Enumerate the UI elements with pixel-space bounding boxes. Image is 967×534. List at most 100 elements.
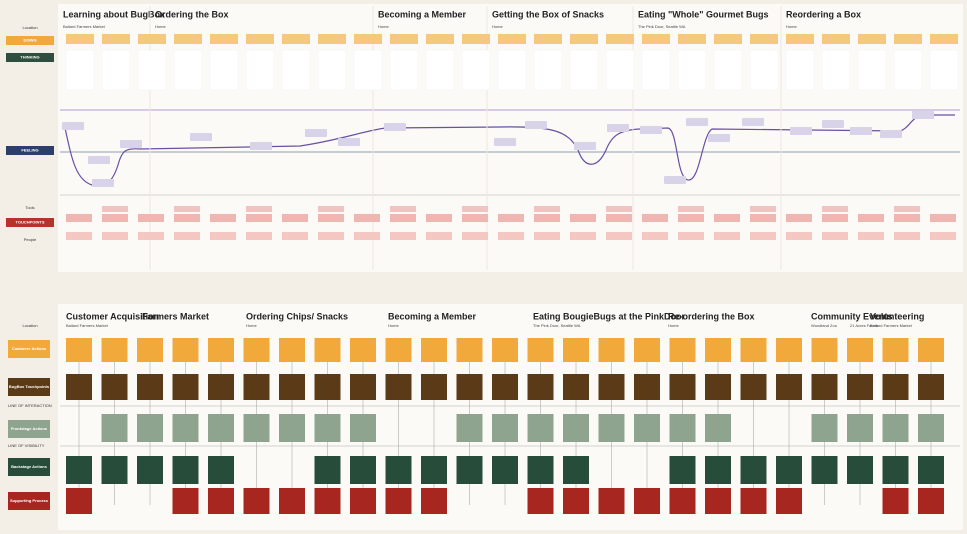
blueprint-card — [137, 374, 163, 400]
thinking-note — [281, 49, 311, 91]
thinking-note — [569, 49, 599, 91]
touchpoint-note — [102, 214, 128, 222]
label-chip — [8, 420, 50, 438]
blueprint-card — [350, 338, 376, 362]
blueprint-card — [527, 456, 554, 484]
blueprint-card — [101, 456, 128, 484]
touchpoint-note — [570, 214, 596, 222]
people-note — [102, 232, 128, 240]
blueprint-card — [208, 414, 234, 442]
blueprint-card — [563, 338, 589, 362]
blueprint-card — [598, 374, 625, 400]
label-chip — [8, 492, 50, 510]
blueprint-card — [527, 374, 554, 400]
touchpoint-note — [318, 214, 344, 222]
people-note — [174, 232, 200, 240]
blueprint-card — [279, 374, 305, 400]
blueprint-card — [279, 338, 305, 362]
thinking-note — [821, 49, 851, 91]
feeling-note — [708, 134, 730, 142]
blueprint-card — [882, 456, 909, 484]
blueprint-card — [66, 456, 92, 484]
stage-title: Becoming a Member — [378, 9, 467, 19]
blueprint-card — [705, 488, 731, 514]
blueprint-card — [527, 414, 554, 442]
blueprint-card — [918, 488, 944, 514]
thinking-note — [461, 49, 491, 91]
stage-location: The Pink Door, Seattle WA — [533, 323, 581, 328]
blueprint-card — [350, 374, 376, 400]
blueprint-card — [776, 374, 802, 400]
blueprint-card — [172, 414, 199, 442]
blueprint-card — [527, 488, 554, 514]
stage-title: Re-ordering the Box — [668, 311, 755, 321]
stage-title: Farmers Market — [142, 311, 209, 321]
feeling-note — [62, 122, 84, 130]
blueprint-card — [847, 338, 873, 362]
stage-title: Eating BougieBugs at the PinkDoor — [533, 311, 686, 321]
doing-note — [246, 34, 274, 44]
doing-note — [714, 34, 742, 44]
blueprint-card — [776, 456, 802, 484]
stage-location: The Pink Door, Seattle WA — [638, 24, 686, 29]
touchpoint-note — [606, 214, 632, 222]
blueprint-card — [137, 338, 163, 362]
blueprint-card — [208, 488, 234, 514]
doing-note — [138, 34, 166, 44]
doing-note — [354, 34, 382, 44]
tool-note — [750, 206, 776, 212]
touchpoint-note — [822, 214, 848, 222]
people-note — [642, 232, 668, 240]
row-label: Location — [22, 323, 37, 328]
stage-location: Home — [492, 24, 503, 29]
blueprint-card — [563, 374, 589, 400]
thinking-note — [101, 49, 131, 91]
people-note — [894, 232, 920, 240]
feeling-note — [574, 142, 596, 150]
touchpoint-note — [714, 214, 740, 222]
stage-title: Reordering a Box — [786, 9, 861, 19]
feeling-note — [686, 118, 708, 126]
blueprint-card — [563, 488, 589, 514]
row-label: Customer Actions — [12, 346, 47, 351]
feeling-note — [384, 123, 406, 131]
blueprint-card — [740, 338, 767, 362]
people-note — [390, 232, 416, 240]
touchpoint-note — [66, 214, 92, 222]
touchpoint-note — [282, 214, 308, 222]
tool-note — [462, 206, 488, 212]
blueprint-card — [882, 374, 909, 400]
feeling-note — [88, 156, 110, 164]
blueprint-card — [101, 338, 128, 362]
people-note — [858, 232, 884, 240]
blueprint-card — [669, 488, 696, 514]
touchpoint-note — [786, 214, 812, 222]
blueprint-card — [918, 338, 944, 362]
thinking-note — [497, 49, 527, 91]
feeling-note — [190, 133, 212, 141]
blueprint-card — [563, 414, 589, 442]
stage-location: Home — [155, 24, 166, 29]
stage-title: Ordering Chips/ Snacks — [246, 311, 348, 321]
people-note — [570, 232, 596, 240]
blueprint-card — [492, 338, 518, 362]
touchpoint-note — [174, 214, 200, 222]
stage-title: Ordering the Box — [155, 9, 229, 19]
feeling-note — [742, 118, 764, 126]
stage-location: Home — [668, 323, 679, 328]
blueprint-card — [705, 414, 731, 442]
feeling-note — [640, 126, 662, 134]
blueprint-card — [882, 414, 909, 442]
feeling-note — [250, 142, 272, 150]
journey-map: Location DOING THINKING FEELING Tools TO… — [6, 6, 960, 270]
stage-title: Becoming a Member — [388, 311, 477, 321]
blueprint-card — [421, 374, 447, 400]
blueprint-card — [456, 456, 483, 484]
blueprint-card — [137, 456, 163, 484]
touchpoint-note — [750, 214, 776, 222]
doing-note — [462, 34, 490, 44]
doing-note — [678, 34, 706, 44]
line-label: LINE OF INTERACTION — [8, 403, 52, 408]
tool-note — [534, 206, 560, 212]
blueprint-card — [492, 374, 518, 400]
